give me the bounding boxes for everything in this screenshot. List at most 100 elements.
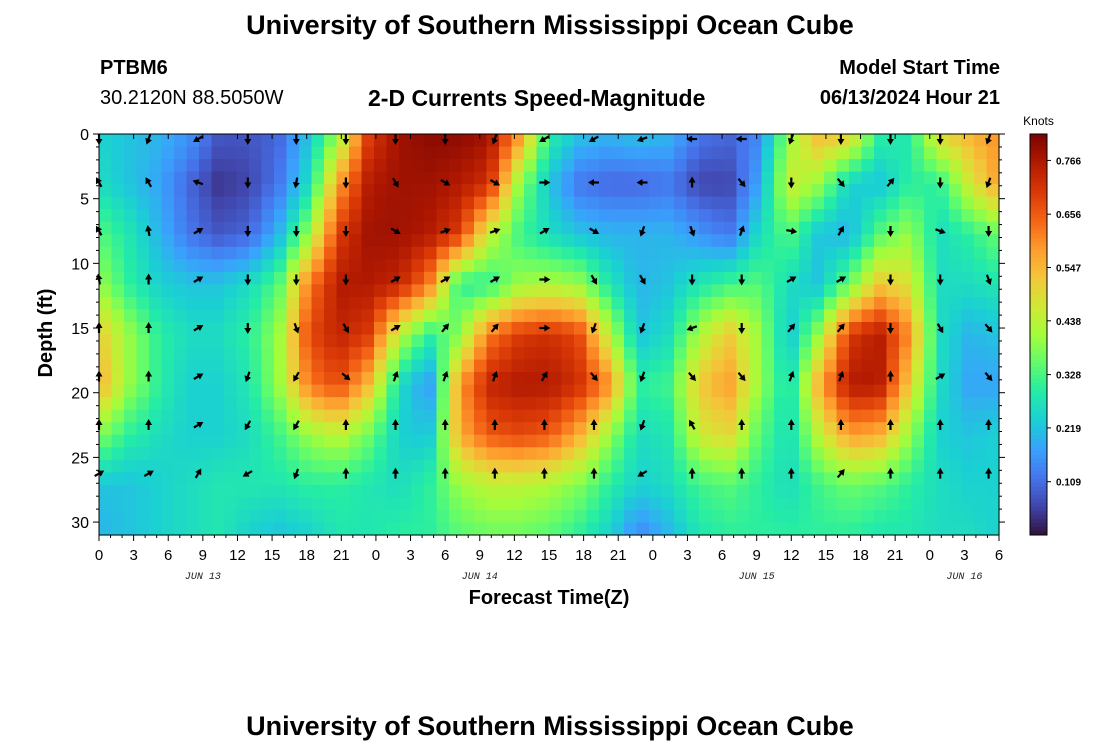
current-arrow: [589, 227, 600, 235]
heatmap-cell: [749, 146, 763, 160]
heatmap-cell: [186, 459, 200, 473]
heatmap-cell: [961, 409, 975, 423]
heatmap-cell: [911, 384, 925, 398]
heatmap-cell: [611, 422, 625, 436]
current-arrow: [441, 419, 449, 430]
heatmap-cell: [899, 184, 913, 198]
heatmap-cell: [974, 459, 988, 473]
current-arrow-head: [493, 227, 501, 235]
heatmap-cell: [899, 397, 913, 411]
heatmap-cell: [186, 246, 200, 260]
heatmap-cell: [199, 196, 213, 210]
current-arrow-head: [837, 419, 845, 425]
heatmap-cell: [599, 209, 613, 223]
heatmap-cell: [149, 271, 163, 285]
heatmap-cell: [661, 184, 675, 198]
current-arrow: [244, 420, 252, 431]
heatmap-cell: [936, 234, 950, 248]
heatmap-cell: [561, 447, 575, 461]
heatmap-cell: [524, 134, 538, 148]
colorbar-swatch: [1030, 414, 1047, 420]
heatmap-cell: [586, 347, 600, 361]
current-arrow: [440, 276, 451, 283]
colorbar-swatch: [1030, 322, 1047, 327]
heatmap-cell: [524, 359, 538, 373]
heatmap-cell: [136, 397, 150, 411]
heatmap-cell: [461, 259, 475, 273]
heatmap-cell: [886, 509, 900, 524]
heatmap-cell: [949, 384, 963, 398]
colorbar-swatch: [1030, 374, 1047, 380]
heatmap-cell: [161, 221, 175, 235]
current-arrow-head: [636, 135, 644, 143]
heatmap-cell: [474, 347, 488, 361]
current-arrow: [491, 467, 499, 479]
heatmap-cell: [636, 522, 650, 536]
heatmap-cell: [411, 334, 425, 348]
heatmap-cell: [936, 347, 950, 361]
current-arrow: [590, 322, 598, 334]
colorbar-swatch: [1030, 246, 1047, 251]
heatmap-cell: [749, 359, 763, 373]
current-arrow-head: [738, 419, 746, 425]
heatmap-cell: [811, 359, 825, 373]
heatmap-cell: [474, 271, 488, 285]
heatmap-cell: [574, 347, 588, 361]
heatmap-cell: [811, 484, 825, 499]
heatmap-cell: [824, 384, 838, 398]
heatmap-cell: [274, 472, 288, 486]
heatmap-cell: [811, 159, 825, 173]
page-title-bottom: University of Southern Mississippi Ocean…: [246, 711, 854, 741]
heatmap-cell: [561, 409, 575, 423]
heatmap-cell: [211, 146, 225, 160]
heatmap-cell: [936, 434, 950, 448]
heatmap-cell: [874, 422, 888, 436]
heatmap-cell: [399, 434, 413, 448]
heatmap-cell: [499, 359, 513, 373]
heatmap-cell: [211, 472, 225, 486]
heatmap-cell: [636, 284, 650, 298]
heatmap-cell: [761, 522, 775, 536]
heatmap-cell: [711, 259, 725, 273]
heatmap-cell: [499, 422, 513, 436]
heatmap-cell: [861, 484, 875, 499]
heatmap-cell: [224, 397, 238, 411]
heatmap-cell: [436, 209, 450, 223]
heatmap-cell: [561, 459, 575, 473]
heatmap-cell: [374, 171, 388, 185]
current-arrow: [887, 370, 894, 382]
heatmap-cell: [499, 234, 513, 248]
heatmap-cell: [549, 134, 563, 148]
heatmap-cell: [411, 309, 425, 323]
heatmap-cell: [111, 359, 125, 373]
current-arrow-head: [491, 419, 499, 425]
current-arrow: [540, 419, 548, 430]
heatmap-cell: [136, 259, 150, 273]
heatmap-cell: [349, 509, 363, 524]
heatmap-cell: [911, 472, 925, 486]
colorbar-swatch: [1030, 138, 1047, 143]
heatmap-cell: [961, 209, 975, 223]
current-arrow-head: [588, 179, 594, 186]
heatmap-cell: [386, 184, 400, 198]
heatmap-cell: [249, 159, 263, 173]
heatmap-cell: [786, 209, 800, 223]
heatmap-cell: [911, 221, 925, 235]
heatmap-cell: [199, 397, 213, 411]
heatmap-cell: [149, 146, 163, 160]
heatmap-cell: [624, 321, 638, 336]
heatmap-cell: [224, 146, 238, 160]
heatmap-cell: [636, 509, 650, 524]
current-arrow: [590, 419, 598, 430]
heatmap-cell: [911, 196, 925, 210]
colorbar-swatch: [1030, 222, 1047, 227]
heatmap-cell: [424, 184, 438, 198]
heatmap-cell: [136, 447, 150, 461]
heatmap-cell: [211, 309, 225, 323]
heatmap-cell: [661, 459, 675, 473]
heatmap-cell: [749, 184, 763, 198]
heatmap-cell: [724, 234, 738, 248]
heatmap-cell: [524, 146, 538, 160]
heatmap-cell: [974, 221, 988, 235]
heatmap-cell: [499, 321, 513, 336]
